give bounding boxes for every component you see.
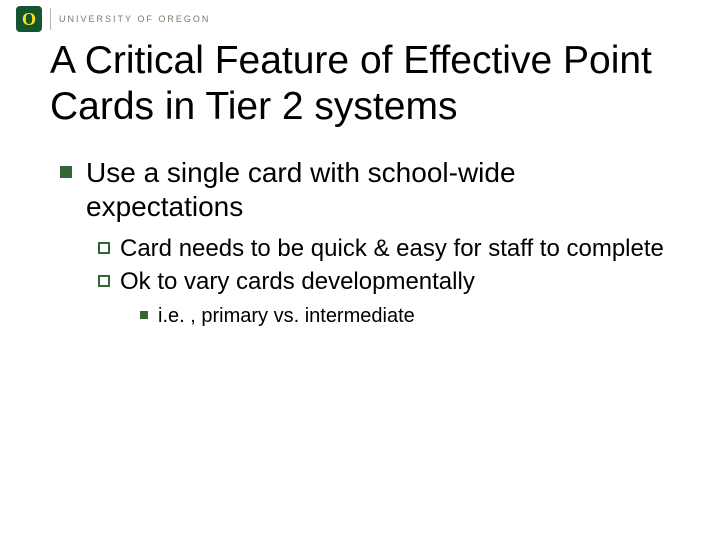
square-bullet-icon	[60, 166, 72, 178]
bullet-level2: Ok to vary cards developmentally	[98, 267, 670, 298]
bullet-level2-group: Card needs to be quick & easy for staff …	[98, 234, 670, 328]
slide-title: A Critical Feature of Effective Point Ca…	[50, 38, 680, 130]
bullet-level3: i.e. , primary vs. intermediate	[140, 304, 670, 329]
slide: O UNIVERSITY OF OREGON A Critical Featur…	[0, 0, 720, 540]
slide-body: Use a single card with school-wide expec…	[60, 156, 670, 329]
small-square-bullet-icon	[140, 311, 148, 319]
bullet-level2-text: Card needs to be quick & easy for staff …	[120, 234, 664, 265]
logo-org-text: UNIVERSITY OF OREGON	[59, 14, 210, 24]
hollow-square-bullet-icon	[98, 275, 110, 287]
logo-badge: O	[16, 6, 42, 32]
logo-letter: O	[22, 9, 36, 30]
logo-divider	[50, 8, 51, 30]
hollow-square-bullet-icon	[98, 242, 110, 254]
bullet-level2: Card needs to be quick & easy for staff …	[98, 234, 670, 265]
bullet-level1-text: Use a single card with school-wide expec…	[86, 156, 670, 224]
bullet-level3-text: i.e. , primary vs. intermediate	[158, 304, 415, 329]
logo-bar: O UNIVERSITY OF OREGON	[16, 6, 210, 32]
bullet-level3-group: i.e. , primary vs. intermediate	[140, 304, 670, 329]
bullet-level2-text: Ok to vary cards developmentally	[120, 267, 475, 298]
bullet-level1: Use a single card with school-wide expec…	[60, 156, 670, 224]
